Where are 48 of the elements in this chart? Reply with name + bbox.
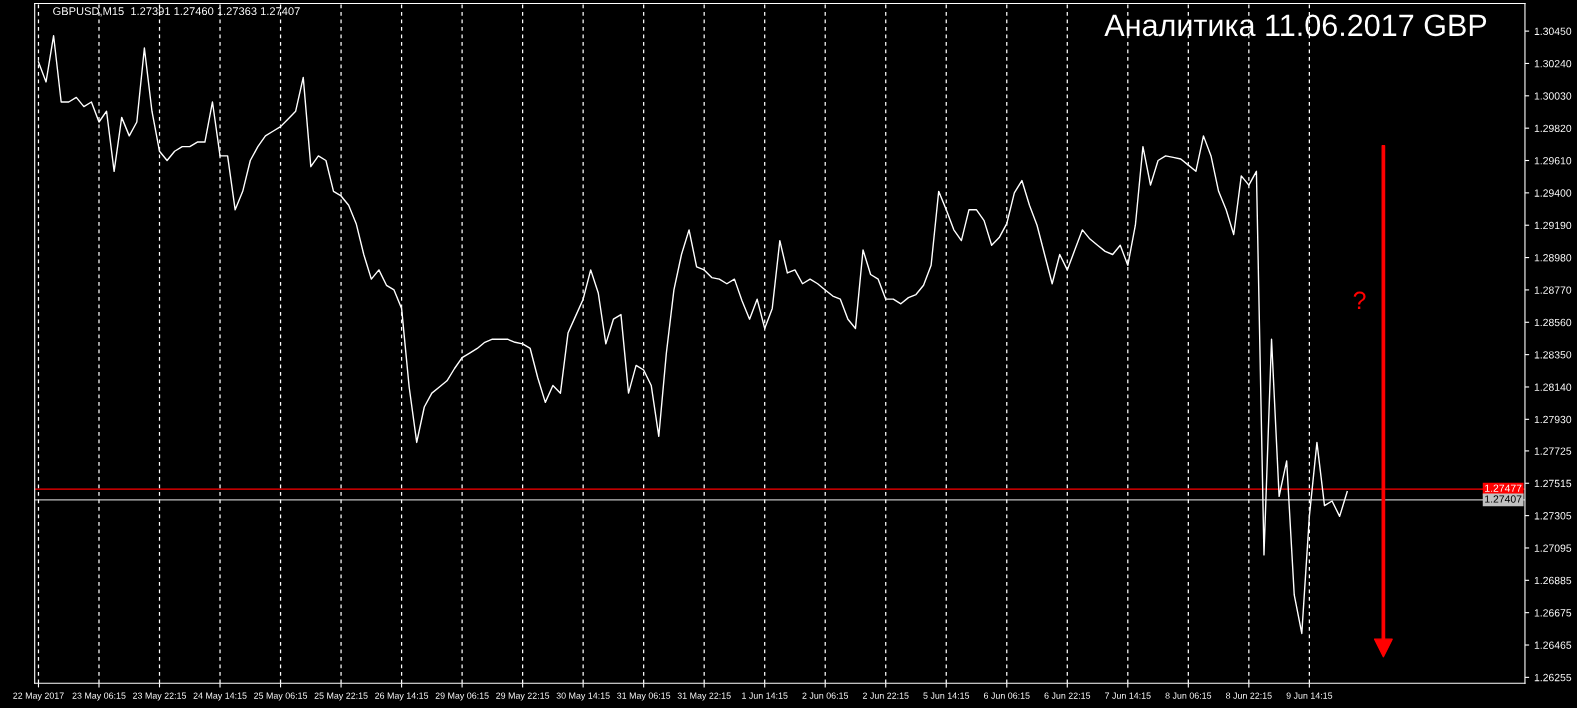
- y-tick-label: 1.29610: [1534, 157, 1572, 165]
- ref-line-label: 1.27477: [1485, 484, 1522, 492]
- x-tick-label: 23 May 22:15: [133, 692, 187, 701]
- x-tick-label: 2 Jun 06:15: [802, 692, 849, 699]
- x-tick-label: 5 Jun 14:15: [923, 692, 970, 699]
- y-tick-label: 1.26885: [1534, 576, 1572, 585]
- x-tick-label: 8 Jun 06:15: [1165, 692, 1212, 699]
- x-tick-label: 23 May 06:15: [72, 692, 126, 701]
- chart-title: Аналитика 11.06.2017 GBP: [1104, 14, 1487, 37]
- y-tick-label: 1.27930: [1534, 415, 1572, 424]
- x-tick-label: 7 Jun 14:15: [1105, 692, 1151, 699]
- y-tick-label: 1.28350: [1534, 351, 1572, 359]
- y-tick-label: 1.30450: [1534, 27, 1572, 35]
- y-tick-label: 1.30030: [1534, 92, 1572, 100]
- y-tick-label: 1.26675: [1534, 609, 1572, 617]
- x-tick-label: 31 May 06:15: [617, 692, 671, 701]
- x-tick-label: 1 Jun 14:15: [742, 692, 788, 699]
- y-tick-label: 1.28140: [1534, 383, 1572, 391]
- x-tick-label: 9 Jun 14:15: [1286, 692, 1333, 699]
- x-tick-label: 24 May 14:15: [193, 692, 247, 701]
- x-tick-label: 6 Jun 22:15: [1044, 692, 1091, 699]
- y-tick-label: 1.28770: [1534, 286, 1572, 294]
- y-tick-label: 1.27095: [1534, 544, 1572, 552]
- y-tick-label: 1.28560: [1534, 318, 1572, 327]
- ref-line-label: 1.27407: [1485, 495, 1522, 503]
- x-tick-label: 8 Jun 22:15: [1226, 692, 1272, 699]
- x-tick-label: 2 Jun 22:15: [862, 692, 909, 699]
- y-tick-label: 1.29190: [1534, 221, 1572, 230]
- x-tick-label: 22 May 2017: [13, 692, 64, 701]
- x-tick-label: 25 May 22:15: [314, 692, 368, 701]
- y-tick-label: 1.27725: [1534, 447, 1572, 455]
- y-tick-label: 1.29820: [1534, 124, 1572, 133]
- y-tick-label: 1.26255: [1534, 673, 1572, 682]
- annotation: GBPUSD,M15 1.27391 1.27460 1.27363 1.27407: [53, 7, 300, 17]
- x-tick-label: 25 May 06:15: [254, 692, 308, 701]
- x-tick-label: 29 May 22:15: [496, 692, 550, 701]
- x-tick-label: 29 May 06:15: [435, 692, 489, 701]
- annotation: ?: [1353, 291, 1366, 310]
- x-tick-label: 6 Jun 06:15: [983, 692, 1030, 699]
- y-tick-label: 1.26465: [1534, 641, 1572, 649]
- y-tick-label: 1.30240: [1534, 59, 1572, 68]
- x-tick-label: 31 May 22:15: [677, 692, 731, 701]
- y-tick-label: 1.28980: [1534, 254, 1572, 262]
- x-tick-label: 30 May 14:15: [556, 692, 610, 701]
- y-tick-label: 1.27305: [1534, 512, 1572, 520]
- y-tick-label: 1.27515: [1534, 479, 1572, 488]
- y-tick-label: 1.29400: [1534, 189, 1572, 197]
- x-tick-label: 26 May 14:15: [375, 692, 429, 701]
